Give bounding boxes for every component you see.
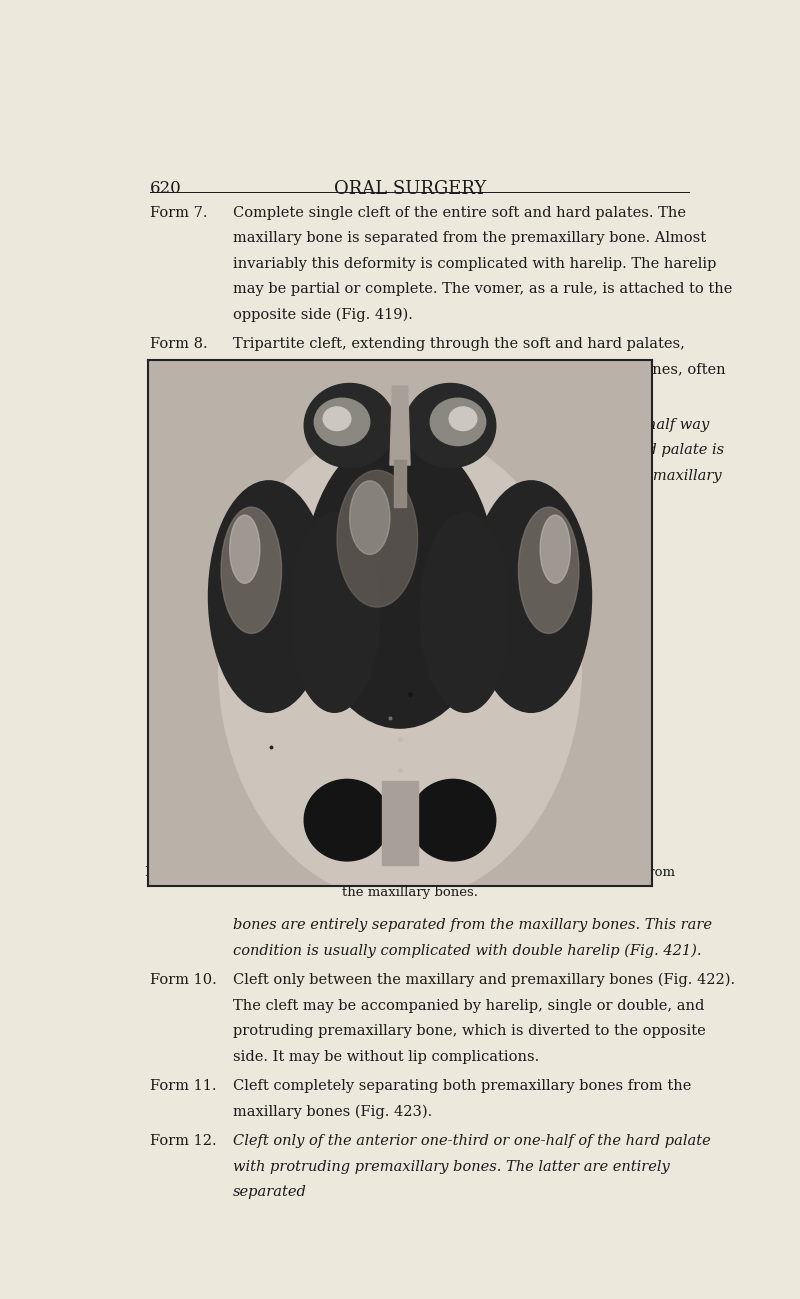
- Text: side. It may be without lip complications.: side. It may be without lip complication…: [234, 1050, 539, 1064]
- Text: complicated with double harelip (Fig. 420).: complicated with double harelip (Fig. 42…: [234, 388, 555, 403]
- Ellipse shape: [289, 512, 380, 712]
- Text: protruding premaxillary bone, which is diverted to the opposite: protruding premaxillary bone, which is d…: [234, 1024, 706, 1038]
- Polygon shape: [390, 386, 410, 465]
- Ellipse shape: [221, 507, 282, 634]
- Text: separated: separated: [234, 1185, 307, 1199]
- Text: opposite side (Fig. 419).: opposite side (Fig. 419).: [234, 308, 413, 322]
- Ellipse shape: [337, 470, 418, 607]
- Text: through the hard palate. The anterior portion of the hard palate is: through the hard palate. The anterior po…: [234, 443, 725, 457]
- Text: Form 11.: Form 11.: [150, 1079, 216, 1092]
- Text: the maxillary bones.: the maxillary bones.: [342, 886, 478, 899]
- Ellipse shape: [304, 779, 390, 861]
- Text: Tripartite cleft, extending through the soft and hard palates,: Tripartite cleft, extending through the …: [234, 338, 685, 352]
- Text: Complete single cleft of the entire soft and hard palates. The: Complete single cleft of the entire soft…: [234, 205, 686, 220]
- Text: 620: 620: [150, 179, 182, 197]
- Ellipse shape: [420, 512, 511, 712]
- Text: Cleft of the entire soft palate which extends irregularly half way: Cleft of the entire soft palate which ex…: [234, 418, 710, 433]
- Ellipse shape: [314, 399, 370, 446]
- Ellipse shape: [230, 514, 260, 583]
- Text: Form 9.: Form 9.: [150, 418, 207, 433]
- Ellipse shape: [350, 481, 390, 555]
- Bar: [382, 781, 418, 865]
- Text: united as far forward as the premaxillary bones. The premaxillary: united as far forward as the premaxillar…: [234, 469, 722, 483]
- Ellipse shape: [304, 434, 496, 727]
- Text: maxillary bones (Fig. 423).: maxillary bones (Fig. 423).: [234, 1104, 433, 1118]
- Text: Fig. 423.—Form 11.  Cleft completely separating both premaxillary bones from: Fig. 423.—Form 11. Cleft completely sepa…: [145, 866, 675, 879]
- Ellipse shape: [540, 514, 570, 583]
- Text: condition is usually complicated with double harelip (Fig. 421).: condition is usually complicated with do…: [234, 943, 702, 957]
- Text: Form 10.: Form 10.: [150, 973, 216, 987]
- Text: Form 7.: Form 7.: [150, 205, 207, 220]
- Text: maxillary bone is separated from the premaxillary bone. Almost: maxillary bone is separated from the pre…: [234, 231, 706, 246]
- Ellipse shape: [449, 407, 477, 430]
- Ellipse shape: [410, 779, 496, 861]
- Text: Cleft only of the anterior one-third or one-half of the hard palate: Cleft only of the anterior one-third or …: [234, 1134, 711, 1148]
- Text: ORAL SURGERY: ORAL SURGERY: [334, 179, 486, 197]
- Ellipse shape: [518, 507, 579, 634]
- Text: Cleft completely separating both premaxillary bones from the: Cleft completely separating both premaxi…: [234, 1079, 692, 1092]
- Text: bones are entirely separated from the maxillary bones. This rare: bones are entirely separated from the ma…: [234, 918, 712, 933]
- Text: separating the premaxillary bones from the maxillary bones, often: separating the premaxillary bones from t…: [234, 362, 726, 377]
- Text: Form 12.: Form 12.: [150, 1134, 216, 1148]
- Text: Cleft only between the maxillary and premaxillary bones (Fig. 422).: Cleft only between the maxillary and pre…: [234, 973, 735, 987]
- Ellipse shape: [430, 399, 486, 446]
- Text: with protruding premaxillary bones. The latter are entirely: with protruding premaxillary bones. The …: [234, 1160, 670, 1173]
- Ellipse shape: [470, 481, 591, 712]
- Text: invariably this deformity is complicated with harelip. The harelip: invariably this deformity is complicated…: [234, 257, 717, 271]
- Ellipse shape: [218, 429, 582, 902]
- Ellipse shape: [323, 407, 351, 430]
- Ellipse shape: [209, 481, 330, 712]
- Text: The cleft may be accompanied by harelip, single or double, and: The cleft may be accompanied by harelip,…: [234, 999, 705, 1013]
- Text: Form 8.: Form 8.: [150, 338, 207, 352]
- Ellipse shape: [304, 383, 395, 468]
- Ellipse shape: [405, 383, 496, 468]
- Text: may be partial or complete. The vomer, as a rule, is attached to the: may be partial or complete. The vomer, a…: [234, 282, 733, 296]
